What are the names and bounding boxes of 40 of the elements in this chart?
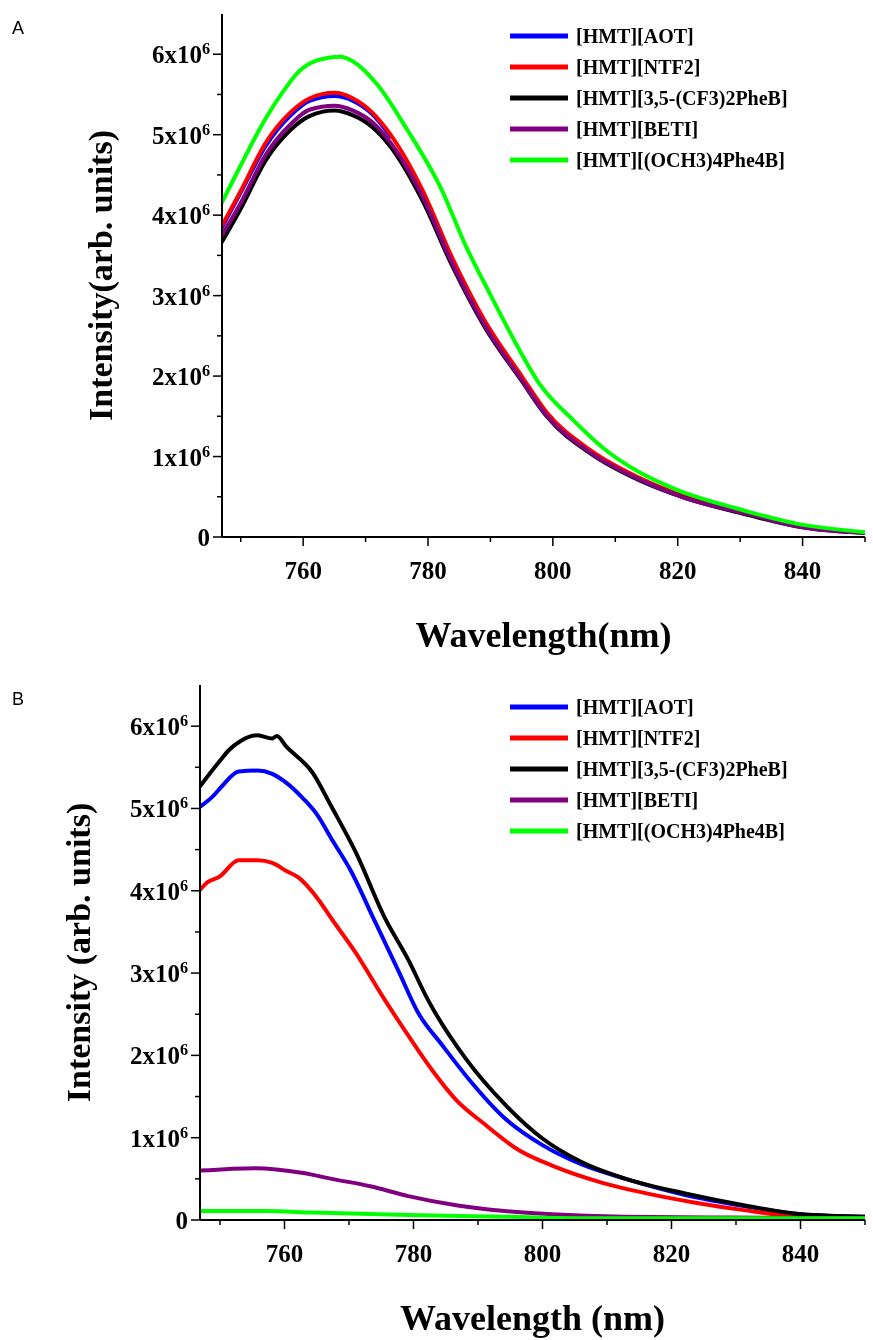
legend-label: [HMT][3,5-(CF3)2PheB] (576, 758, 788, 781)
y-tick-label: 2x10$^{6}$ (129, 1041, 188, 1070)
legend-label: [HMT][NTF2] (576, 727, 701, 749)
y-tick-label: 3x10$^{6}$ (129, 959, 188, 988)
x-tick-label: 840 (783, 557, 822, 584)
legend-label: [HMT][(OCH3)4Phe4B] (576, 149, 785, 172)
y-axis-title: Intensity(arb. units) (82, 130, 120, 421)
x-tick-label: 800 (534, 557, 572, 584)
y-tick-label: 6x10$^{6}$ (129, 712, 188, 741)
y-tick-label: 5x10$^{6}$ (151, 120, 210, 149)
y-tick-label: 2x10$^{6}$ (151, 362, 210, 391)
x-tick-label: 820 (652, 1240, 691, 1267)
y-tick-label: 5x10$^{6}$ (129, 794, 188, 823)
legend-label: [HMT][3,5-(CF3)2PheB] (576, 87, 788, 110)
x-axis-title: Wavelength (nm) (400, 1298, 665, 1338)
legend-label: [HMT][AOT] (576, 25, 694, 47)
x-tick-label: 840 (781, 1240, 820, 1267)
y-axis-title: Intensity (arb. units) (60, 802, 98, 1103)
x-tick-label: 780 (394, 1240, 433, 1267)
text: B (12, 689, 25, 709)
x-tick-label: 820 (658, 557, 697, 584)
y-tick-label: 0 (197, 524, 210, 551)
x-tick-label: 780 (409, 557, 447, 584)
legend-label: [HMT][AOT] (576, 696, 694, 718)
y-tick-label: 4x10$^{6}$ (151, 201, 210, 230)
x-tick-label: 800 (523, 1240, 562, 1267)
y-tick-label: 1x10$^{6}$ (129, 1123, 188, 1152)
y-tick-label: 0 (175, 1207, 188, 1234)
text: A (12, 18, 25, 38)
x-tick-label: 760 (265, 1240, 304, 1267)
x-tick-label: 760 (284, 557, 322, 584)
y-tick-label: 1x10$^{6}$ (151, 442, 210, 471)
legend-label: [HMT][BETI] (576, 118, 699, 140)
y-tick-label: 4x10$^{6}$ (129, 876, 188, 905)
legend-label: [HMT][NTF2] (576, 56, 701, 78)
legend-label: [HMT][BETI] (576, 789, 699, 811)
y-tick-label: 3x10$^{6}$ (151, 281, 210, 310)
legend-label: [HMT][(OCH3)4Phe4B] (576, 820, 785, 843)
x-axis-title: Wavelength(nm) (415, 615, 672, 655)
y-tick-label: 6x10$^{6}$ (151, 40, 210, 69)
